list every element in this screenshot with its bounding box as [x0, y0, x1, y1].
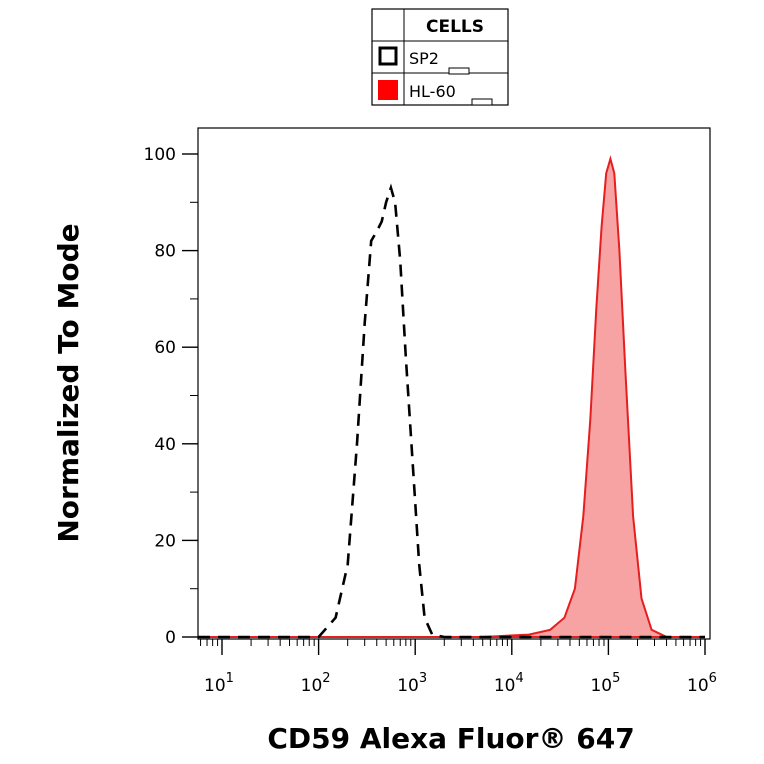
legend-header: CELLS: [426, 17, 484, 37]
x-tick-label: 104: [494, 671, 524, 696]
y-tick-label: 40: [154, 435, 176, 455]
x-tick-label: 105: [590, 671, 620, 696]
x-tick-label: 106: [687, 671, 717, 696]
x-tick-label: 101: [204, 671, 234, 696]
legend-swatch-sp2: [378, 46, 398, 66]
legend-blank-box-sp2: [448, 67, 470, 75]
y-tick-label: 80: [154, 242, 176, 262]
series-sp2-line: [198, 183, 705, 639]
legend: CELLS SP2 HL-60: [371, 8, 509, 106]
series-layer: [198, 155, 705, 639]
x-tick-label: 102: [301, 671, 331, 696]
legend-label-sp2: SP2: [409, 49, 439, 68]
x-tick-label: 103: [397, 671, 427, 696]
legend-label-hl60: HL-60: [409, 82, 456, 101]
y-tick-label: 60: [154, 338, 176, 358]
y-tick-label: 0: [165, 628, 176, 648]
series-hl60-area: [198, 155, 705, 638]
plot-frame: [197, 127, 711, 640]
x-axis-ticks: 101 102 103 104 105 106: [200, 639, 717, 696]
legend-swatch-hl60: [378, 80, 398, 100]
y-tick-label: 100: [144, 145, 176, 165]
y-axis-ticks: 0 20 40 60 80 100: [144, 145, 198, 648]
legend-blank-box-hl60: [471, 98, 493, 106]
x-axis-title: CD59 Alexa Fluor® 647: [267, 722, 634, 755]
y-tick-label: 20: [154, 531, 176, 551]
y-axis-title: Normalized To Mode: [52, 223, 85, 542]
